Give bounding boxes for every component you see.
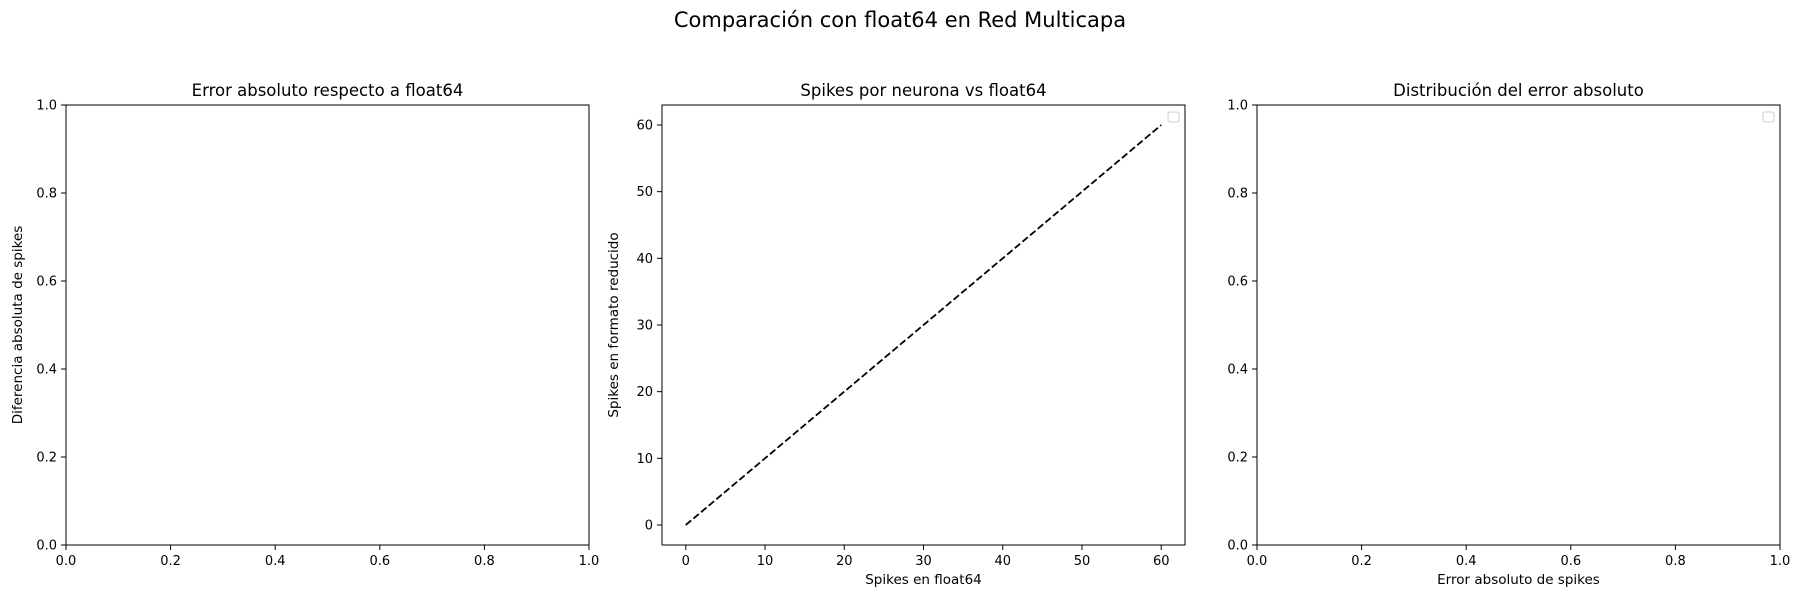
x-tick-label: 0.6 bbox=[369, 554, 390, 569]
y-tick-label: 0.0 bbox=[1227, 539, 1248, 554]
y-tick-label: 1.0 bbox=[36, 99, 57, 114]
axes-title: Error absoluto respecto a float64 bbox=[192, 81, 464, 100]
y-tick-label: 0.2 bbox=[1227, 451, 1248, 466]
axes-3: 0.0 0.2 0.4 0.6 0.8 1.0 0.0 0.2 0.4 0.6 0.8 1.0 Dist… bbox=[1227, 81, 1790, 588]
axes-2: 0 10 20 30 40 50 60 0 10 20 30 40 50 60 Spikes por neu… bbox=[606, 81, 1186, 588]
y-tick-label: 0.8 bbox=[1227, 187, 1248, 202]
x-tick-label: 0.0 bbox=[1247, 554, 1268, 569]
x-tick-label: 60 bbox=[1153, 554, 1170, 569]
x-tick-label: 0.2 bbox=[160, 554, 181, 569]
x-tick-label: 1.0 bbox=[1770, 554, 1791, 569]
y-tick-label: 0.6 bbox=[36, 275, 57, 290]
y-tick-label: 1.0 bbox=[1227, 99, 1248, 114]
axes-title: Spikes por neurona vs float64 bbox=[800, 81, 1046, 100]
x-tick-label: 0.8 bbox=[1665, 554, 1686, 569]
x-tick-label: 50 bbox=[1074, 554, 1091, 569]
y-tick-label: 40 bbox=[636, 252, 653, 267]
figure-title: Comparación con float64 en Red Multicapa bbox=[673, 8, 1127, 32]
y-tick-label: 20 bbox=[636, 385, 653, 400]
x-tick-label: 40 bbox=[994, 554, 1011, 569]
x-tick-label: 0.0 bbox=[56, 554, 77, 569]
x-axis-label: Spikes en float64 bbox=[865, 572, 982, 588]
x-tick-label: 0.8 bbox=[474, 554, 495, 569]
y-tick-label: 50 bbox=[636, 185, 653, 200]
x-tick-label: 0.2 bbox=[1351, 554, 1372, 569]
axes-1: 0.0 0.2 0.4 0.6 0.8 1.0 0.0 0.2 0.4 0.6 0.8 1.0 Erro… bbox=[10, 81, 599, 569]
y-axis-label: Spikes en formato reducido bbox=[606, 232, 622, 417]
x-tick-label: 0 bbox=[682, 554, 690, 569]
plot-frame bbox=[1256, 104, 1781, 546]
y-tick-label: 60 bbox=[636, 119, 653, 134]
y-tick-label: 0.2 bbox=[36, 451, 57, 466]
y-tick-label: 0.6 bbox=[1227, 275, 1248, 290]
plot-frame bbox=[65, 104, 590, 546]
x-tick-label: 0.4 bbox=[1456, 554, 1477, 569]
y-tick-label: 0.8 bbox=[36, 187, 57, 202]
legend-box bbox=[1762, 111, 1775, 123]
axes-title: Distribución del error absoluto bbox=[1393, 81, 1644, 100]
x-tick-label: 1.0 bbox=[579, 554, 600, 569]
legend-box bbox=[1167, 111, 1180, 123]
y-axis-label: Diferencia absoluta de spikes bbox=[10, 226, 26, 425]
y-tick-label: 0.0 bbox=[36, 539, 57, 554]
x-tick-label: 0.4 bbox=[265, 554, 286, 569]
y-tick-label: 0.4 bbox=[36, 363, 57, 378]
y-tick-label: 0.4 bbox=[1227, 363, 1248, 378]
series-line bbox=[685, 124, 1162, 526]
x-tick-label: 20 bbox=[836, 554, 853, 569]
x-axis-label: Error absoluto de spikes bbox=[1437, 572, 1600, 588]
y-tick-label: 10 bbox=[636, 452, 653, 467]
x-tick-label: 0.6 bbox=[1560, 554, 1581, 569]
x-tick-label: 10 bbox=[757, 554, 774, 569]
y-tick-label: 0 bbox=[645, 519, 653, 534]
x-tick-label: 30 bbox=[915, 554, 932, 569]
y-tick-label: 30 bbox=[636, 319, 653, 334]
